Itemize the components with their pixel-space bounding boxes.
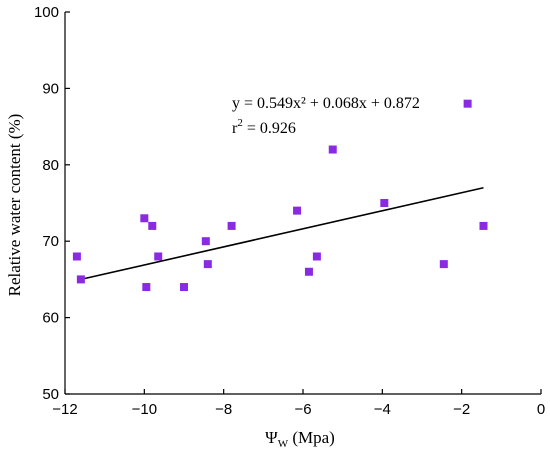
y-tick-label: 60 — [42, 310, 59, 327]
x-tick-label: −10 — [132, 401, 157, 418]
axes — [64, 12, 541, 395]
data-point — [479, 221, 488, 230]
x-axis-label: ΨW (Mpa) — [265, 428, 335, 450]
data-point — [312, 252, 321, 261]
data-point — [380, 199, 389, 207]
data-point — [304, 267, 313, 276]
y-tick-label: 90 — [42, 80, 59, 97]
y-axis-label: Relative water content (%) — [5, 114, 24, 297]
data-point — [227, 221, 236, 230]
x-tick-label: −8 — [215, 401, 232, 418]
x-tick-label: −12 — [52, 401, 77, 418]
y-tick-label: 70 — [42, 233, 59, 250]
r-squared-annotation: r2 = 0.926 — [232, 117, 296, 137]
data-points — [72, 99, 488, 292]
data-point — [140, 214, 149, 223]
ticks: −12 −10 −8 −6 −4 −2 0 50 60 70 80 90 100 — [34, 4, 545, 418]
data-point — [72, 252, 81, 261]
x-tick-label: −2 — [453, 401, 470, 418]
data-point — [328, 145, 337, 154]
data-point — [148, 221, 157, 230]
y-tick-label: 80 — [42, 157, 59, 174]
y-tick-label: 50 — [42, 386, 59, 403]
trendline — [80, 186, 484, 281]
data-point — [154, 252, 163, 261]
data-point — [439, 260, 448, 269]
equation-annotation: y = 0.549x² + 0.068x + 0.872 — [232, 95, 420, 112]
data-point — [201, 237, 210, 246]
x-tick-label: −4 — [374, 401, 391, 418]
data-point — [76, 275, 85, 284]
data-point — [180, 283, 188, 292]
data-point — [463, 99, 472, 108]
x-tick-label: −6 — [294, 401, 311, 418]
trendline-group — [80, 186, 484, 281]
data-point — [203, 260, 212, 269]
data-point — [293, 206, 302, 215]
data-point — [142, 283, 151, 292]
x-tick-label: 0 — [537, 401, 545, 418]
y-tick-label: 100 — [34, 4, 59, 21]
